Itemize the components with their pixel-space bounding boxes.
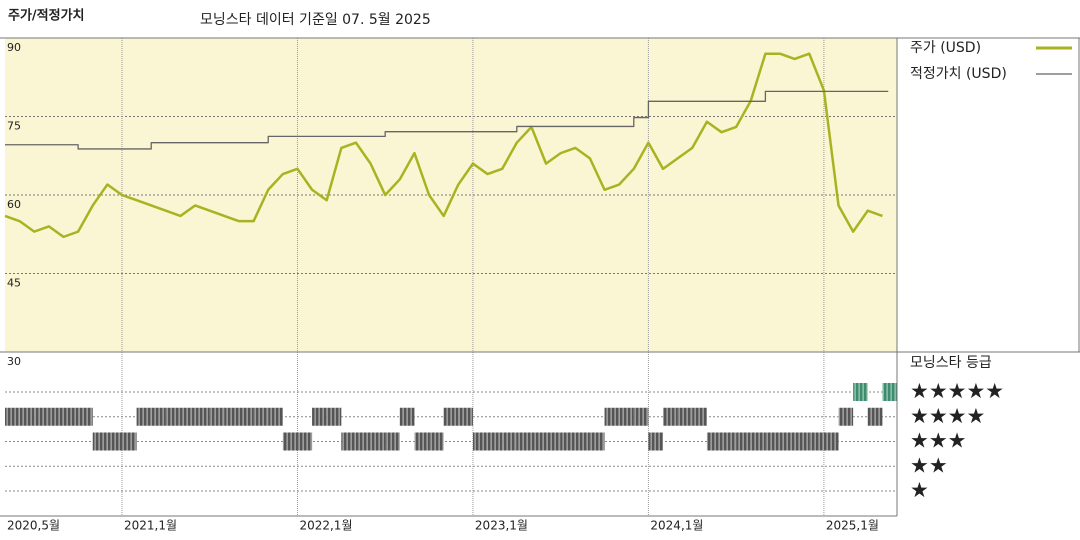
rating-bar <box>268 407 283 426</box>
rating-bar <box>853 383 868 401</box>
rating-label: ★★★ <box>910 429 966 453</box>
rating-bar <box>429 432 444 451</box>
rating-bar <box>663 407 678 426</box>
y-tick-label: 60 <box>7 198 21 211</box>
rating-bar <box>531 432 547 451</box>
rating-bar <box>312 407 327 426</box>
rating-bar <box>794 432 810 451</box>
rating-bar <box>165 407 181 426</box>
y-tick-label: 90 <box>7 41 21 54</box>
rating-bar <box>107 432 122 451</box>
rating-bar <box>765 432 781 451</box>
rating-bar <box>19 407 35 426</box>
rating-bar <box>78 407 93 426</box>
rating-bar <box>692 407 707 426</box>
rating-bar <box>48 407 64 426</box>
rating-bar <box>560 432 576 451</box>
rating-bar <box>136 407 152 426</box>
rating-bar <box>326 407 342 426</box>
rating-bar <box>370 432 386 451</box>
y-tick-label: 45 <box>7 277 21 290</box>
rating-bar <box>458 407 473 426</box>
rating-bar <box>224 407 239 426</box>
rating-bar <box>151 407 166 426</box>
y-tick-label: 30 <box>7 355 21 368</box>
rating-bar <box>575 432 590 451</box>
rating-bar <box>502 432 517 451</box>
rating-bar <box>5 407 20 426</box>
chart-title: 주가/적정가치 <box>8 8 85 24</box>
rating-bar <box>721 432 737 451</box>
x-tick-label: 2023,1월 <box>475 519 528 533</box>
legend: ★★★★★★★★★★★★★★★주가 (USD)적정가치 (USD) <box>910 40 1072 502</box>
price-line <box>4 52 883 239</box>
fair-value-line <box>5 90 889 150</box>
rating-bar <box>238 407 254 426</box>
x-tick-label: 2025,1월 <box>826 519 879 533</box>
rating-bar <box>253 407 269 426</box>
rating-bar <box>63 407 79 426</box>
legend-label: 적정가치 (USD) <box>910 66 1007 82</box>
rating-bar <box>809 432 824 451</box>
rating-bar <box>546 432 561 451</box>
rating-bar <box>589 432 605 451</box>
chart-subtitle: 모닝스타 데이터 기준일 07. 5월 2025 <box>200 12 431 28</box>
rating-bar <box>736 432 751 451</box>
rating-bar <box>282 432 298 451</box>
rating-bar <box>750 432 766 451</box>
rating-bar <box>516 432 532 451</box>
rating-bar <box>706 432 722 451</box>
rating-bar <box>633 407 649 426</box>
legend-label: 주가 (USD) <box>910 40 981 56</box>
rating-label: ★★★★ <box>910 404 985 428</box>
rating-bar <box>180 407 196 426</box>
rating-bar <box>209 407 225 426</box>
rating-label: ★ <box>910 478 929 502</box>
rating-title: 모닝스타 등급 <box>910 355 992 371</box>
rating-label: ★★★★★ <box>910 379 1004 403</box>
rating-bar <box>341 432 356 451</box>
rating-bar <box>648 432 664 451</box>
rating-bar <box>487 432 503 451</box>
x-tick-label: 2024,1월 <box>650 519 703 533</box>
rating-label: ★★ <box>910 453 948 477</box>
y-tick-label: 75 <box>7 120 21 133</box>
rating-bar <box>297 432 313 451</box>
rating-bar <box>414 432 430 451</box>
rating-bar <box>92 432 108 451</box>
rating-bar <box>355 432 371 451</box>
rating-bar <box>867 407 883 426</box>
rating-bar <box>195 407 210 426</box>
rating-bar <box>838 407 854 426</box>
rating-bar <box>472 432 488 451</box>
rating-bar <box>121 432 137 451</box>
rating-bar <box>619 407 634 426</box>
rating-bar <box>443 407 459 426</box>
rating-bar <box>780 432 795 451</box>
rating-bar <box>385 432 400 451</box>
rating-bar <box>823 432 839 451</box>
rating-bar <box>399 407 415 426</box>
x-tick-label: 2020,5월 <box>7 519 60 533</box>
x-tick-label: 2022,1월 <box>299 519 352 533</box>
marks <box>4 52 897 451</box>
rating-bar <box>604 407 620 426</box>
x-tick-label: 2021,1월 <box>124 519 177 533</box>
rating-bar <box>34 407 49 426</box>
rating-bar <box>677 407 693 426</box>
rating-bar <box>882 383 897 401</box>
